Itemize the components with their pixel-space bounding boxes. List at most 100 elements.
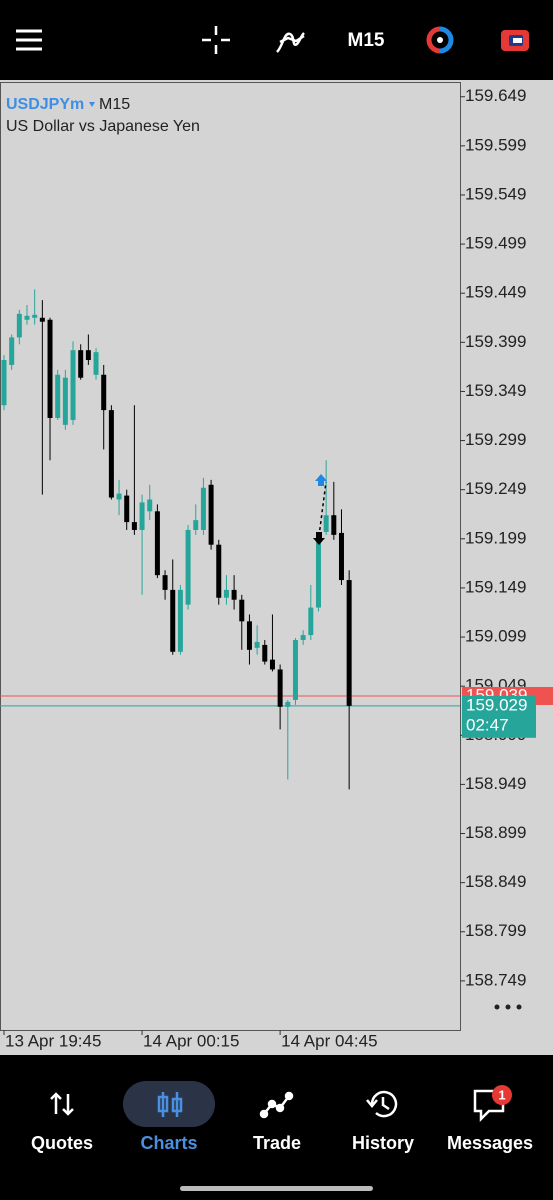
y-tick-label: 159.199 [465, 528, 526, 547]
history-icon [366, 1090, 398, 1118]
candle-body [262, 644, 268, 662]
candle-body [85, 350, 91, 361]
y-tick-label: 159.149 [465, 577, 526, 596]
quotes-icon [50, 1092, 74, 1116]
y-tick-label: 158.899 [465, 823, 526, 842]
candle-body [331, 515, 337, 535]
crosshair-button[interactable] [202, 26, 230, 54]
y-tick-label: 159.599 [465, 135, 526, 154]
candle-body [254, 641, 260, 648]
home-indicator [180, 1186, 373, 1191]
y-tick-label: 158.799 [465, 921, 526, 940]
candle-body [154, 511, 160, 576]
candle-body [292, 639, 298, 700]
candle-body [9, 337, 15, 365]
y-tick-label: 159.399 [465, 332, 526, 351]
candle-body [16, 313, 22, 338]
candle-body [246, 621, 252, 650]
candle-body [32, 314, 38, 318]
candle-body [139, 502, 145, 530]
bottom-nav [0, 1055, 553, 1200]
x-tick-label: 13 Apr 19:45 [5, 1031, 101, 1050]
symbol-dropdown-icon[interactable] [89, 102, 95, 107]
candle-body [108, 410, 114, 498]
candle-body [315, 539, 321, 608]
chart-timeframe: M15 [99, 96, 130, 113]
candle-body [147, 499, 153, 512]
candle-body [131, 522, 137, 530]
candle-body [216, 544, 222, 598]
countdown: 02:47 [466, 715, 509, 734]
candle-body [39, 317, 45, 322]
bid-tag-label: 159.029 [466, 695, 527, 714]
candle-body [308, 607, 314, 636]
candle-body [47, 319, 53, 418]
candle-body [285, 701, 291, 707]
timeframe-button[interactable]: M15 [348, 30, 385, 51]
candle-body [300, 635, 306, 640]
candle-body [55, 374, 61, 418]
candle-body [200, 487, 206, 530]
messages-badge-bg [492, 1085, 512, 1105]
candle-body [277, 669, 283, 707]
nav-tab[interactable]: Quotes [31, 1133, 93, 1153]
candle-body [101, 374, 107, 411]
candle-body [231, 589, 237, 600]
trade-markers [313, 474, 327, 545]
trade-icon [259, 1091, 294, 1119]
y-tick-label: 159.549 [465, 184, 526, 203]
candle-body [93, 352, 99, 375]
candle-body [177, 589, 183, 652]
symbol[interactable]: USDJPYm [6, 96, 84, 113]
x-tick-label: 14 Apr 04:45 [281, 1031, 377, 1050]
y-tick-label: 159.099 [465, 627, 526, 646]
chart-background [0, 80, 553, 1055]
candle-body [323, 515, 329, 532]
candle-body [24, 315, 30, 320]
candle-body [269, 659, 275, 670]
candle-body [338, 532, 344, 581]
plot: 159.649 159.599 159.549 159.499 159.449 159.3… [0, 86, 553, 1050]
plot-frame [0, 82, 461, 1031]
nav-tab[interactable]: Charts [140, 1133, 197, 1153]
y-tick-label: 159.299 [465, 430, 526, 449]
trade-toggle-button[interactable] [426, 26, 454, 54]
y-tick-label: 159.499 [465, 234, 526, 253]
candle-body [116, 493, 122, 500]
candle-body [208, 484, 214, 545]
candle-body [193, 520, 199, 530]
nav-tab[interactable]: History [352, 1133, 414, 1153]
y-tick-label: 158.949 [465, 774, 526, 793]
nav-labels: Quotes Charts Trade History Messages [31, 1133, 533, 1153]
y-tick-label: 159.349 [465, 381, 526, 400]
active-tab-pill [123, 1081, 215, 1127]
candle-body [223, 589, 229, 598]
candle-body [62, 377, 68, 425]
nav-tab[interactable]: Messages [447, 1133, 533, 1153]
indicators-button[interactable] [276, 32, 305, 53]
candle-body [170, 589, 176, 652]
charts-icon [157, 1092, 183, 1117]
x-tick-label: 14 Apr 00:15 [143, 1031, 239, 1050]
y-tick-label: 158.849 [465, 872, 526, 891]
candle-body [124, 495, 130, 523]
bid-tag [462, 695, 536, 738]
candle-body [346, 580, 352, 706]
nav-tab[interactable]: Trade [253, 1133, 301, 1153]
menu-button[interactable] [16, 29, 42, 51]
messages-badge: 1 [498, 1087, 505, 1102]
top-bar [0, 0, 553, 80]
y-tick-label: 158.749 [465, 970, 526, 989]
one-click-button[interactable] [501, 30, 529, 51]
candle-body [70, 350, 76, 420]
candle-body [162, 575, 168, 590]
y-tick-label: 159.249 [465, 479, 526, 498]
candle-body [78, 350, 84, 378]
y-tick-label: 159.449 [465, 283, 526, 302]
chart-subtitle: US Dollar vs Japanese Yen [6, 118, 200, 135]
more-button[interactable] [494, 1004, 522, 1010]
candle-body [185, 529, 191, 605]
candle-body [239, 599, 245, 622]
